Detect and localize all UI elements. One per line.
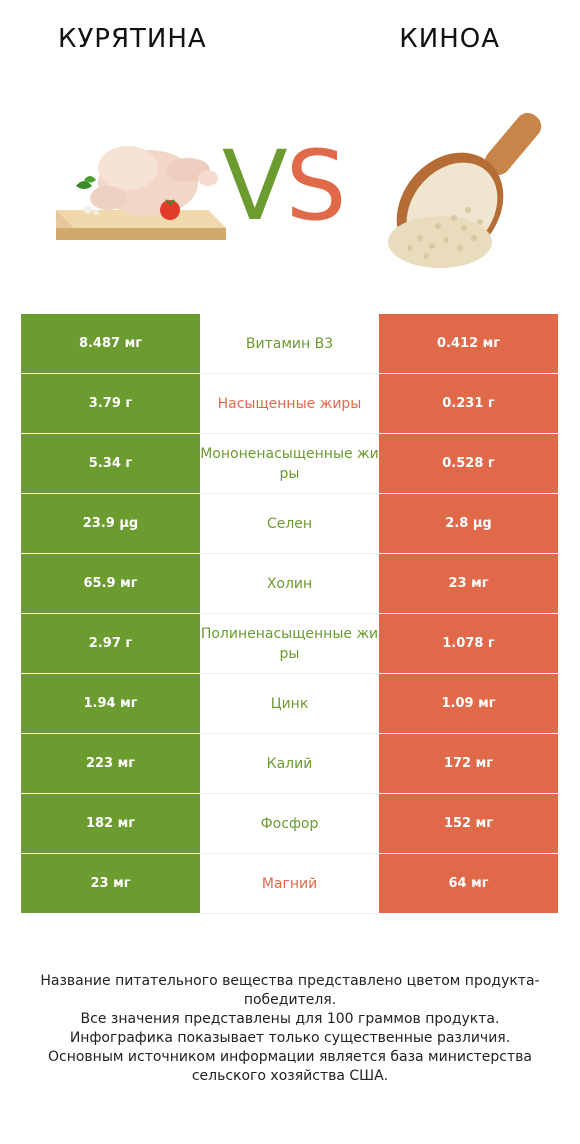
left-value-cell: 1.94 мг bbox=[21, 673, 200, 734]
table-row: 2.97 г Полиненасыщенные жиры 1.078 г bbox=[21, 613, 558, 674]
table-row: 3.79 г Насыщенные жиры 0.231 г bbox=[21, 373, 558, 434]
versus-label: VS bbox=[222, 138, 347, 234]
right-value-cell: 1.078 г bbox=[379, 613, 558, 674]
table-row: 5.34 г Мононенасыщенные жиры 0.528 г bbox=[21, 433, 558, 494]
footer-line: Название питательного вещества представл… bbox=[40, 973, 540, 1008]
nutrient-name-cell: Насыщенные жиры bbox=[200, 373, 379, 434]
chicken-on-board-icon bbox=[48, 128, 238, 248]
left-product-title: КУРЯТИНА bbox=[58, 24, 207, 54]
table-row: 223 мг Калий 172 мг bbox=[21, 733, 558, 794]
quinoa-scoop-icon bbox=[380, 100, 560, 280]
footer-line: Основным источником информации является … bbox=[48, 1049, 532, 1084]
nutrient-name-cell: Фосфор bbox=[200, 793, 379, 854]
footer-line: Инфографика показывает только существенн… bbox=[69, 1030, 511, 1046]
table-row: 8.487 мг Витамин B3 0.412 мг bbox=[21, 314, 558, 374]
table-row: 182 мг Фосфор 152 мг bbox=[21, 793, 558, 854]
nutrient-name-cell: Цинк bbox=[200, 673, 379, 734]
right-value-cell: 2.8 µg bbox=[379, 493, 558, 554]
left-value-cell: 23 мг bbox=[21, 853, 200, 914]
right-product-title: КИНОА bbox=[399, 24, 500, 54]
left-value-cell: 2.97 г bbox=[21, 613, 200, 674]
nutrient-name-cell: Полиненасыщенные жиры bbox=[200, 613, 379, 674]
left-value-cell: 3.79 г bbox=[21, 373, 200, 434]
vs-s-letter: S bbox=[285, 130, 347, 242]
left-value-cell: 223 мг bbox=[21, 733, 200, 794]
right-value-cell: 23 мг bbox=[379, 553, 558, 614]
footer-notes: Название питательного вещества представл… bbox=[20, 972, 560, 1086]
nutrient-name-cell: Калий bbox=[200, 733, 379, 794]
nutrient-comparison-table: 8.487 мг Витамин B3 0.412 мг 3.79 г Насыщенн… bbox=[21, 314, 558, 914]
nutrient-name-cell: Мононенасыщенные жиры bbox=[200, 433, 379, 494]
left-value-cell: 5.34 г bbox=[21, 433, 200, 494]
vs-v-letter: V bbox=[222, 130, 288, 242]
footer-line: Все значения представлены для 100 граммо… bbox=[80, 1011, 500, 1027]
left-value-cell: 23.9 µg bbox=[21, 493, 200, 554]
nutrient-name-cell: Холин bbox=[200, 553, 379, 614]
right-value-cell: 64 мг bbox=[379, 853, 558, 914]
nutrient-name-cell: Витамин B3 bbox=[200, 314, 379, 374]
table-row: 23 мг Магний 64 мг bbox=[21, 853, 558, 914]
right-value-cell: 1.09 мг bbox=[379, 673, 558, 734]
right-value-cell: 172 мг bbox=[379, 733, 558, 794]
left-value-cell: 65.9 мг bbox=[21, 553, 200, 614]
right-value-cell: 0.231 г bbox=[379, 373, 558, 434]
right-value-cell: 0.412 мг bbox=[379, 314, 558, 374]
table-row: 65.9 мг Холин 23 мг bbox=[21, 553, 558, 614]
right-value-cell: 0.528 г bbox=[379, 433, 558, 494]
left-value-cell: 182 мг bbox=[21, 793, 200, 854]
table-row: 1.94 мг Цинк 1.09 мг bbox=[21, 673, 558, 734]
table-row: 23.9 µg Селен 2.8 µg bbox=[21, 493, 558, 554]
left-value-cell: 8.487 мг bbox=[21, 314, 200, 374]
nutrient-name-cell: Магний bbox=[200, 853, 379, 914]
nutrient-name-cell: Селен bbox=[200, 493, 379, 554]
right-value-cell: 152 мг bbox=[379, 793, 558, 854]
